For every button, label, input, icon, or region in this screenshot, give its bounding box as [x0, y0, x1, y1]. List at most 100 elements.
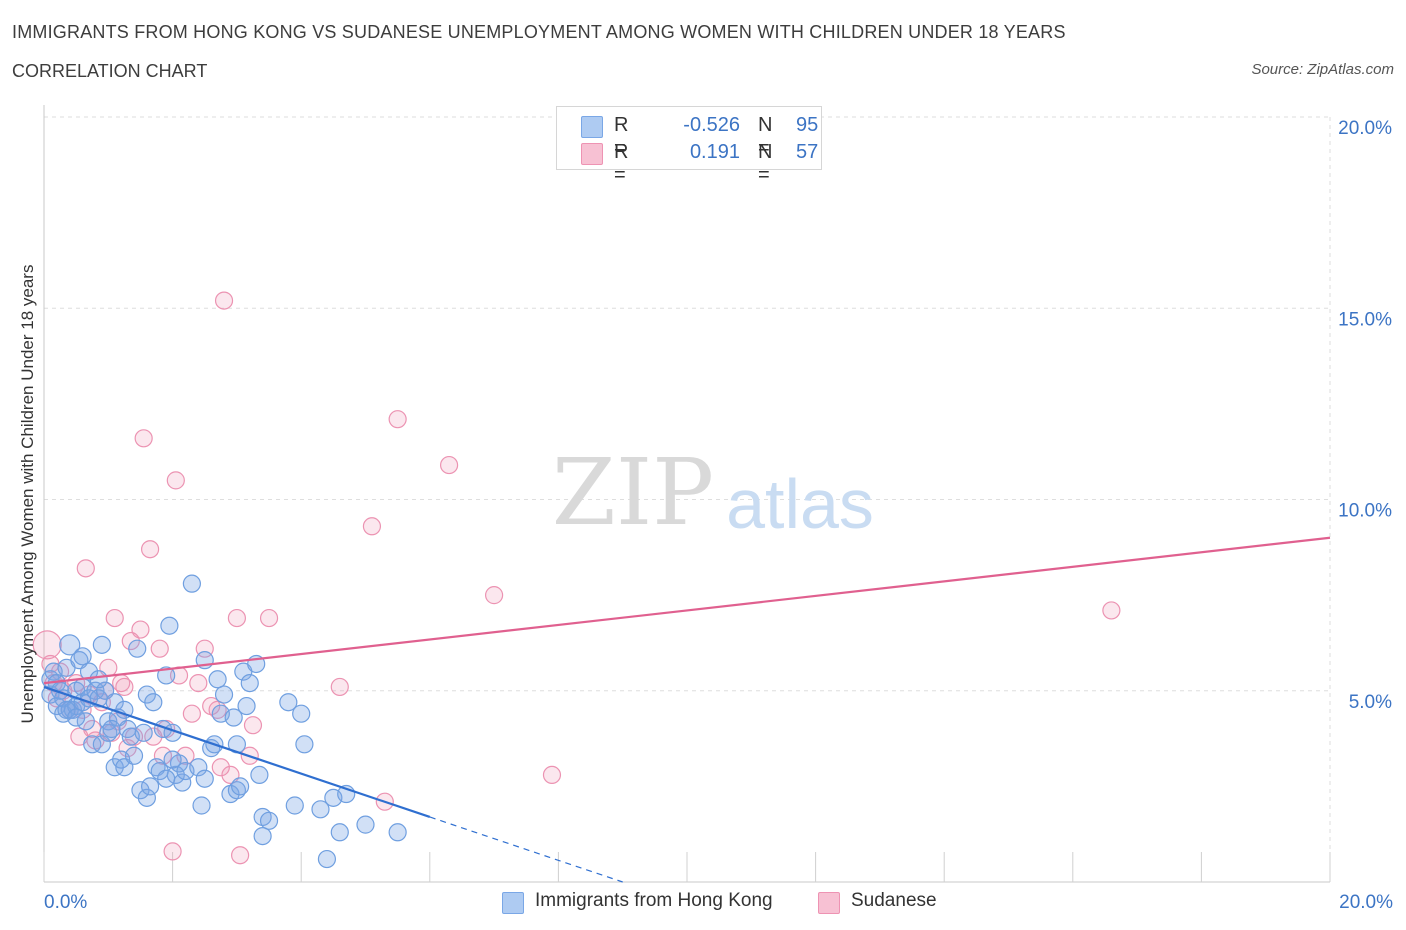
point-sudanese: [140, 540, 160, 559]
legend-r-value: 0.191: [689, 141, 740, 163]
legend-n-value: 57: [796, 141, 819, 163]
point-sudanese: [243, 716, 263, 735]
point-sudanese: [166, 471, 185, 490]
point-sudanese: [182, 704, 201, 723]
point-hong-kong: [237, 696, 256, 716]
point-hong-kong: [388, 823, 407, 842]
y-tick-label: 20.0%: [1338, 118, 1392, 139]
legend-n-value: 95: [796, 114, 819, 136]
point-hong-kong: [59, 634, 81, 656]
point-hong-kong: [189, 758, 208, 777]
point-hong-kong: [192, 796, 211, 815]
bottom-legend-swatch-blue: [502, 892, 524, 914]
point-sudanese: [153, 746, 173, 765]
point-sudanese: [227, 608, 246, 628]
point-hong-kong: [67, 708, 86, 727]
point-sudanese: [485, 586, 504, 605]
point-sudanese: [131, 620, 150, 639]
bottom-legend-label: Sudanese: [851, 890, 937, 911]
legend-n-label: N =: [758, 141, 773, 186]
point-hong-kong: [311, 800, 330, 819]
point-hong-kong: [356, 815, 375, 834]
tick-labels: 5.0% 10.0% 15.0% 20.0% 0.0% 20.0%: [44, 118, 1393, 913]
point-sudanese: [211, 758, 230, 777]
point-sudanese: [542, 765, 562, 785]
point-hong-kong: [182, 574, 201, 593]
point-sudanese: [115, 677, 134, 697]
point-hong-kong: [224, 708, 243, 727]
point-hong-kong: [92, 635, 111, 654]
point-hong-kong: [231, 777, 250, 796]
watermark-zip: ZIP: [552, 439, 714, 546]
point-hong-kong: [140, 777, 160, 796]
point-hong-kong: [73, 647, 92, 666]
point-sudanese: [1102, 601, 1121, 620]
trend-line-hong-kong: [43, 685, 431, 819]
point-sudanese: [231, 846, 250, 865]
point-hong-kong: [285, 796, 304, 815]
point-hong-kong: [292, 704, 311, 723]
point-hong-kong: [124, 746, 144, 765]
legend-swatch-blue: [581, 116, 603, 138]
y-tick-label: 15.0%: [1338, 309, 1392, 330]
y-tick-label: 10.0%: [1338, 501, 1392, 522]
point-hong-kong: [144, 693, 163, 712]
point-hong-kong: [160, 616, 179, 635]
y-tick-label: 5.0%: [1349, 692, 1392, 713]
point-hong-kong: [76, 712, 95, 731]
legend-r-value: -0.526: [683, 114, 740, 136]
watermark: ZIP atlas: [552, 439, 874, 546]
point-sudanese: [259, 608, 279, 628]
point-sudanese: [163, 842, 182, 861]
point-sudanese: [105, 608, 124, 628]
chart-subtitle: CORRELATION CHART: [12, 61, 208, 81]
bottom-legend-label: Immigrants from Hong Kong: [535, 890, 773, 911]
point-sudanese: [330, 677, 349, 697]
x-tick-label: 0.0%: [44, 892, 87, 913]
point-sudanese: [388, 410, 407, 429]
point-hong-kong: [79, 662, 99, 681]
point-hong-kong: [250, 765, 269, 785]
point-hong-kong: [134, 723, 153, 742]
trend-line-sudanese: [43, 536, 1331, 685]
chart-title: IMMIGRANTS FROM HONG KONG VS SUDANESE UN…: [12, 22, 1066, 42]
legend-swatch-pink: [581, 143, 603, 165]
axes: [43, 105, 1331, 883]
point-hong-kong: [279, 693, 298, 712]
point-sudanese: [76, 559, 95, 578]
point-hong-kong: [157, 769, 176, 788]
point-sudanese: [439, 455, 459, 475]
point-hong-kong: [57, 700, 76, 719]
bottom-legend-swatch-pink: [818, 892, 840, 914]
point-hong-kong: [163, 750, 182, 769]
point-hong-kong: [137, 788, 156, 807]
point-hong-kong: [115, 700, 134, 719]
point-sudanese: [214, 291, 234, 310]
x-tick-label: 20.0%: [1339, 892, 1393, 913]
trend-line-hong-kong-extension: [429, 816, 623, 883]
point-sudanese: [362, 517, 382, 536]
point-hong-kong: [214, 685, 234, 704]
watermark-atlas: atlas: [726, 465, 874, 543]
legend-n-label: N =: [758, 114, 773, 159]
point-hong-kong: [195, 769, 214, 788]
point-hong-kong: [317, 849, 337, 869]
legend-r-label: R =: [614, 114, 629, 159]
stats-legend: R = -0.526 N = 95 R = 0.191 N = 57: [556, 106, 822, 186]
point-hong-kong: [89, 670, 108, 689]
point-hong-kong: [253, 826, 272, 846]
point-sudanese: [134, 429, 153, 448]
point-hong-kong: [83, 735, 102, 754]
point-sudanese: [32, 630, 62, 660]
point-hong-kong: [102, 719, 121, 739]
trend-lines: [43, 536, 1331, 883]
point-hong-kong: [259, 811, 279, 830]
point-hong-kong: [295, 735, 314, 754]
point-hong-kong: [208, 670, 227, 689]
point-hong-kong: [240, 673, 259, 693]
legend-r-label: R =: [614, 141, 629, 186]
point-sudanese: [189, 673, 208, 693]
point-hong-kong: [330, 823, 349, 842]
point-hong-kong: [128, 639, 147, 658]
